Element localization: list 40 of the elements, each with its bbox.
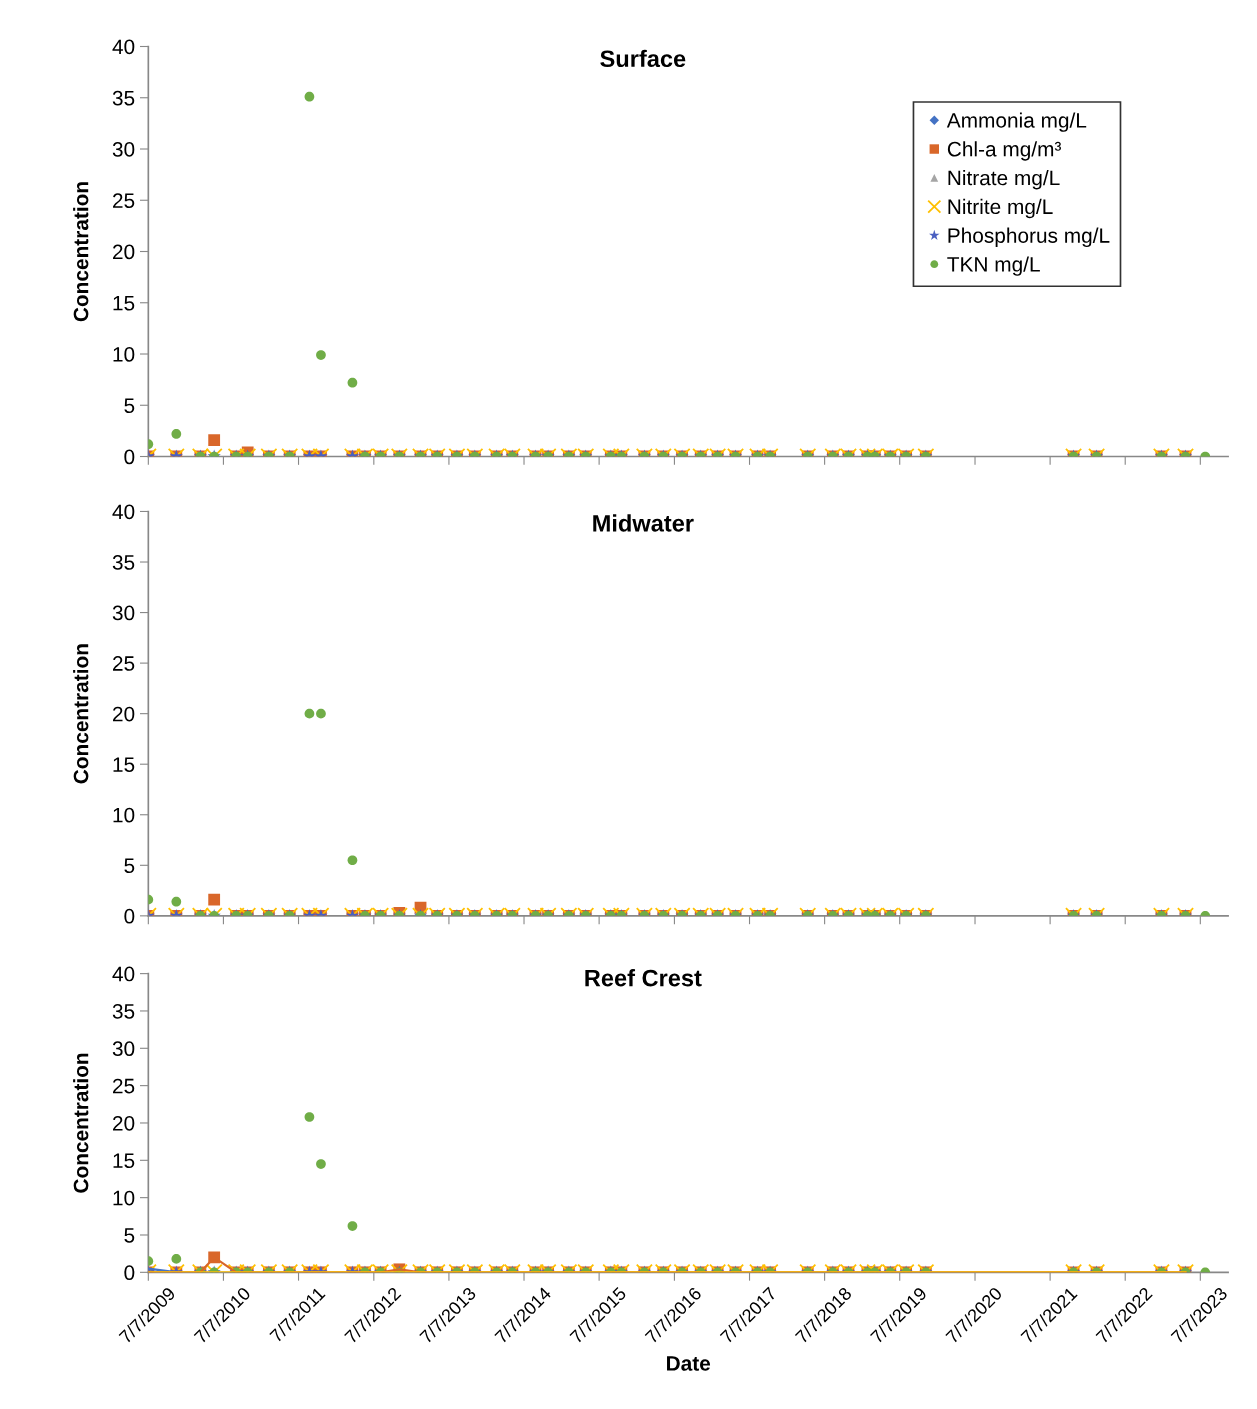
y-tick-label: 35 <box>112 555 135 570</box>
x-axis-title: Date <box>667 1356 711 1371</box>
y-tick-label: 35 <box>112 1003 135 1019</box>
legend-label: Chl-a mg/m³ <box>947 141 1061 161</box>
y-tick-label: 30 <box>112 142 135 157</box>
y-axis-title: Concentration <box>73 1053 89 1193</box>
legend-label: TKN mg/L <box>947 256 1040 276</box>
y-tick-label: 0 <box>124 1265 135 1281</box>
y-tick-label: 20 <box>113 706 135 722</box>
y-tick-label: 40 <box>112 966 135 982</box>
y-tick-label: 25 <box>113 1078 135 1094</box>
y-tick-label: 25 <box>113 193 135 209</box>
y-tick-label: 0 <box>124 449 135 465</box>
y-tick-label: 5 <box>124 398 135 414</box>
y-tick-label: 5 <box>124 1228 135 1243</box>
y-tick-label: 0 <box>124 908 135 924</box>
legend-label: Phosphorus mg/L <box>948 227 1110 248</box>
chart-title: Surface <box>600 49 686 68</box>
y-tick-label: 20 <box>113 1115 135 1131</box>
y-tick-label: 25 <box>113 656 135 671</box>
y-axis-title: Concentration <box>73 182 89 322</box>
y-tick-label: 15 <box>113 1153 135 1169</box>
y-tick-label: 10 <box>113 807 135 823</box>
y-tick-label: 5 <box>124 858 135 874</box>
chart-title: Midwater <box>593 514 694 532</box>
y-tick-label: 10 <box>113 347 135 362</box>
y-tick-label: 15 <box>113 295 135 311</box>
y-tick-label: 35 <box>112 90 135 106</box>
y-tick-label: 20 <box>113 244 135 260</box>
legend-label: Ammonia mg/L <box>946 112 1087 132</box>
y-tick-label: 15 <box>113 757 135 772</box>
y-tick-label: 30 <box>112 605 135 621</box>
chart-title: Reef Crest <box>585 969 702 987</box>
y-tick-label: 40 <box>112 39 135 55</box>
y-tick-label: 40 <box>112 504 135 520</box>
legend-label: Nitrate mg/L <box>948 170 1060 190</box>
y-tick-label: 30 <box>112 1041 135 1057</box>
legend-label: Nitrite mg/L <box>948 198 1053 219</box>
y-tick-label: 10 <box>113 1190 135 1206</box>
y-axis-title: Concentration <box>73 644 89 784</box>
